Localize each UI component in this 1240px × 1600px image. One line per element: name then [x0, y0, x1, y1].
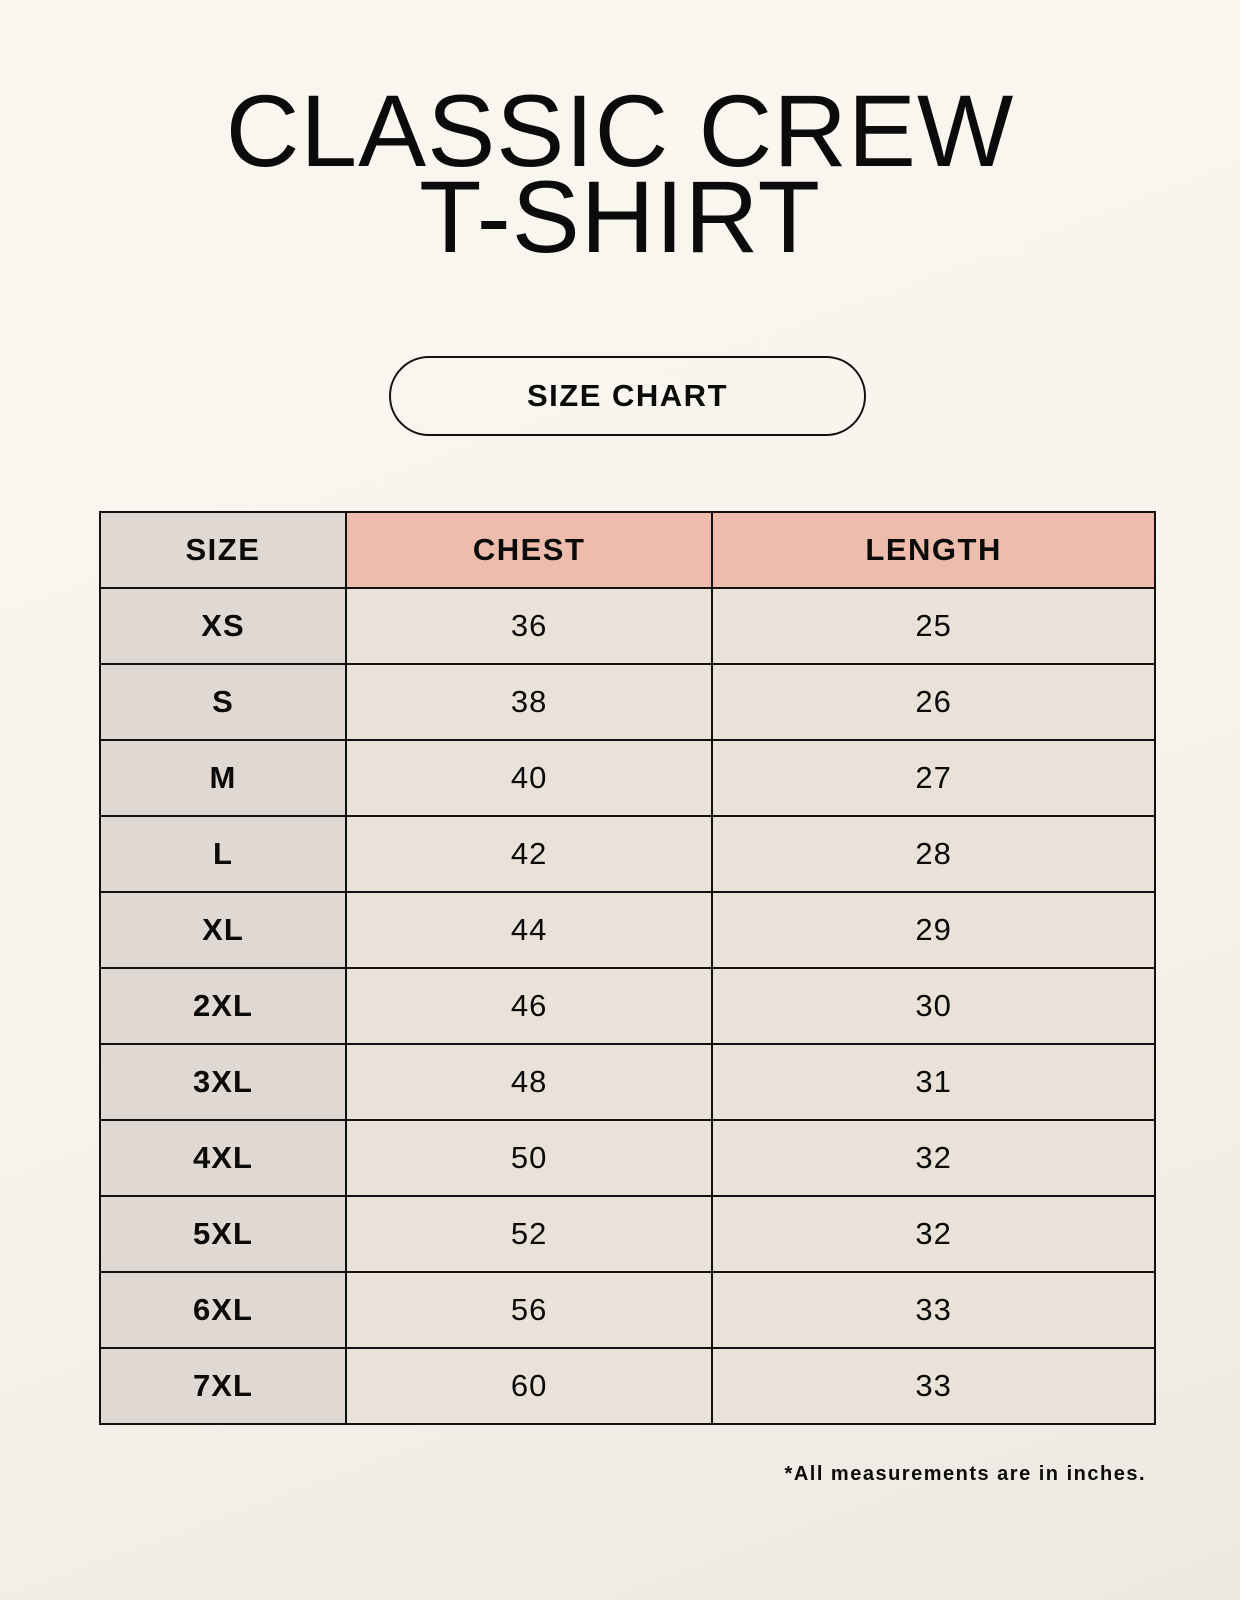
cell-size: 2XL [99, 967, 347, 1045]
cell-length: 27 [711, 739, 1156, 817]
cell-length: 33 [711, 1271, 1156, 1349]
cell-length: 26 [711, 663, 1156, 741]
header-size: SIZE [99, 511, 347, 589]
cell-length: 25 [711, 587, 1156, 665]
cell-chest: 36 [344, 587, 714, 665]
table-row: 6XL 56 33 [99, 1271, 1156, 1349]
cell-length: 28 [711, 815, 1156, 893]
table-row: S 38 26 [99, 663, 1156, 741]
cell-length: 29 [711, 891, 1156, 969]
title-line-2: T-SHIRT [419, 160, 821, 274]
cell-chest: 42 [344, 815, 714, 893]
cell-size: 6XL [99, 1271, 347, 1349]
table-row: 3XL 48 31 [99, 1043, 1156, 1121]
page-title: CLASSIC CREW T-SHIRT [0, 74, 1240, 274]
cell-size: XL [99, 891, 347, 969]
cell-size: 7XL [99, 1347, 347, 1425]
cell-chest: 52 [344, 1195, 714, 1273]
cell-chest: 38 [344, 663, 714, 741]
cell-size: XS [99, 587, 347, 665]
cell-chest: 60 [344, 1347, 714, 1425]
cell-chest: 44 [344, 891, 714, 969]
header-chest: CHEST [344, 511, 714, 589]
cell-length: 32 [711, 1195, 1156, 1273]
cell-size: 5XL [99, 1195, 347, 1273]
size-chart-badge: SIZE CHART [389, 356, 866, 436]
cell-length: 31 [711, 1043, 1156, 1121]
cell-size: 3XL [99, 1043, 347, 1121]
table-row: 7XL 60 33 [99, 1347, 1156, 1425]
title-line-1: CLASSIC CREW [225, 74, 1015, 188]
table-row: M 40 27 [99, 739, 1156, 817]
cell-size: 4XL [99, 1119, 347, 1197]
table-header-row: SIZE CHEST LENGTH [99, 511, 1156, 589]
header-length: LENGTH [711, 511, 1156, 589]
table-row: 2XL 46 30 [99, 967, 1156, 1045]
cell-length: 33 [711, 1347, 1156, 1425]
cell-chest: 46 [344, 967, 714, 1045]
cell-size: L [99, 815, 347, 893]
cell-chest: 48 [344, 1043, 714, 1121]
cell-length: 32 [711, 1119, 1156, 1197]
table-row: XL 44 29 [99, 891, 1156, 969]
cell-size: M [99, 739, 347, 817]
cell-chest: 56 [344, 1271, 714, 1349]
cell-chest: 50 [344, 1119, 714, 1197]
table-row: XS 36 25 [99, 587, 1156, 665]
table-row: 5XL 52 32 [99, 1195, 1156, 1273]
size-table: SIZE CHEST LENGTH XS 36 25 S 38 26 M 40 27 L 42 28 X… [99, 511, 1156, 1425]
cell-length: 30 [711, 967, 1156, 1045]
cell-size: S [99, 663, 347, 741]
table-row: 4XL 50 32 [99, 1119, 1156, 1197]
table-row: L 42 28 [99, 815, 1156, 893]
footnote: *All measurements are in inches. [784, 1463, 1146, 1485]
cell-chest: 40 [344, 739, 714, 817]
